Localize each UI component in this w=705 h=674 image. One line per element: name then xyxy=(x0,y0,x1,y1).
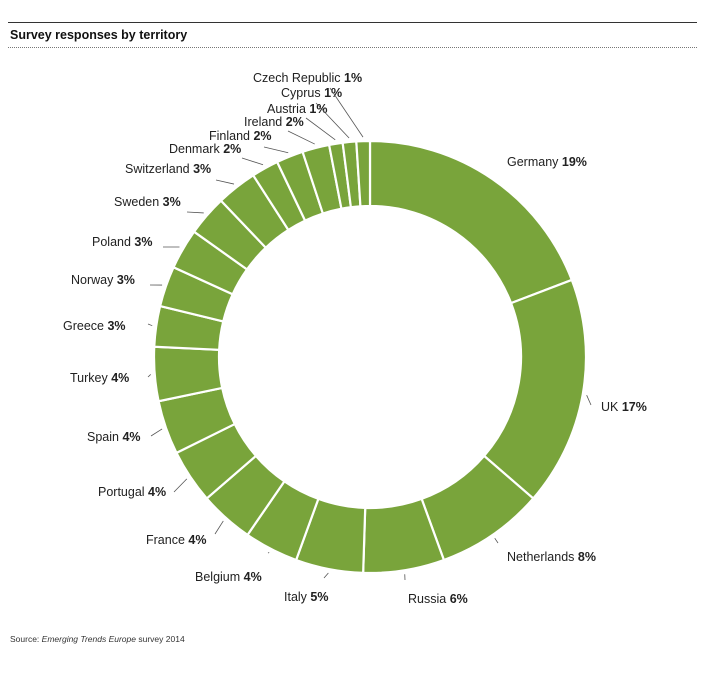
label-czech-republic: Czech Republic 1% xyxy=(253,71,362,85)
leader-switzerland xyxy=(215,179,235,185)
leader-turkey xyxy=(147,374,151,378)
label-sweden: Sweden 3% xyxy=(114,195,181,209)
label-uk: UK 17% xyxy=(601,400,647,414)
leader-finland xyxy=(263,146,289,154)
leader-greece xyxy=(147,323,153,327)
chart-title: Survey responses by territory xyxy=(10,28,188,42)
slice-czech-republic xyxy=(355,139,372,208)
leader-czech-republic xyxy=(329,87,364,138)
dotted-rule xyxy=(8,47,697,48)
top-rule xyxy=(8,22,697,23)
leader-netherlands xyxy=(494,537,499,544)
leader-cyprus xyxy=(315,102,350,139)
label-france: France 4% xyxy=(146,533,206,547)
label-greece: Greece 3% xyxy=(63,319,126,333)
label-austria: Austria 1% xyxy=(267,102,327,116)
leader-france xyxy=(214,520,224,535)
label-belgium: Belgium 4% xyxy=(195,570,262,584)
label-portugal: Portugal 4% xyxy=(98,485,166,499)
leader-ireland xyxy=(287,130,315,145)
label-russia: Russia 6% xyxy=(408,592,468,606)
label-germany: Germany 19% xyxy=(507,155,587,169)
label-finland: Finland 2% xyxy=(209,129,272,143)
label-switzerland: Switzerland 3% xyxy=(125,162,211,176)
label-norway: Norway 3% xyxy=(71,273,135,287)
leader-italy xyxy=(323,572,329,579)
leader-spain xyxy=(150,428,163,437)
label-ireland: Ireland 2% xyxy=(244,115,304,129)
label-netherlands: Netherlands 8% xyxy=(507,550,596,564)
leader-denmark xyxy=(241,157,264,166)
label-denmark: Denmark 2% xyxy=(169,142,241,156)
label-turkey: Turkey 4% xyxy=(70,371,129,385)
source-note: Source: Emerging Trends Europe survey 20… xyxy=(10,634,185,644)
leader-portugal xyxy=(173,478,188,493)
label-italy: Italy 5% xyxy=(284,590,328,604)
source-suffix: survey 2014 xyxy=(136,634,185,644)
label-spain: Spain 4% xyxy=(87,430,141,444)
leader-austria xyxy=(305,117,336,141)
leader-uk xyxy=(586,395,592,406)
slice-uk xyxy=(482,278,588,501)
leader-sweden xyxy=(186,211,204,214)
source-prefix: Source: xyxy=(10,634,42,644)
source-title: Emerging Trends Europe xyxy=(41,634,136,644)
label-poland: Poland 3% xyxy=(92,235,152,249)
